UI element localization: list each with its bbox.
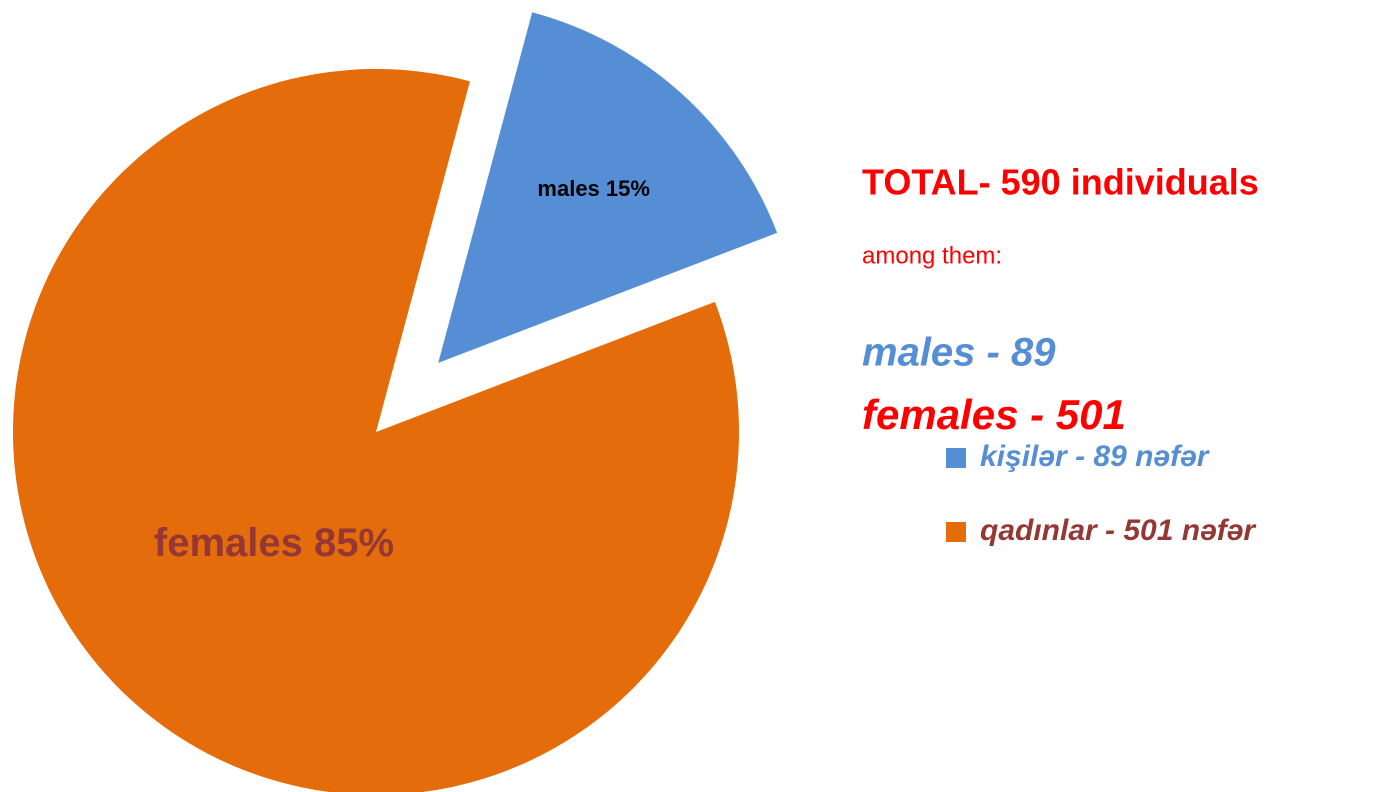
legend-swatch — [946, 522, 966, 542]
legend-label: qadınlar - 501 nəfər — [980, 514, 1257, 547]
annotation-among: among them: — [862, 242, 1002, 269]
pie-slice — [438, 12, 778, 363]
pie-slice — [13, 69, 739, 792]
annotation-males: males - 89 — [862, 331, 1056, 375]
annotation-total: TOTAL- 590 individuals — [862, 162, 1259, 203]
data-label: females 85% — [154, 521, 394, 565]
annotation-females: females - 501 — [862, 391, 1126, 438]
legend-label: kişilər - 89 nəfər — [980, 440, 1211, 473]
data-label: males 15% — [537, 176, 650, 201]
legend-swatch — [946, 448, 966, 468]
